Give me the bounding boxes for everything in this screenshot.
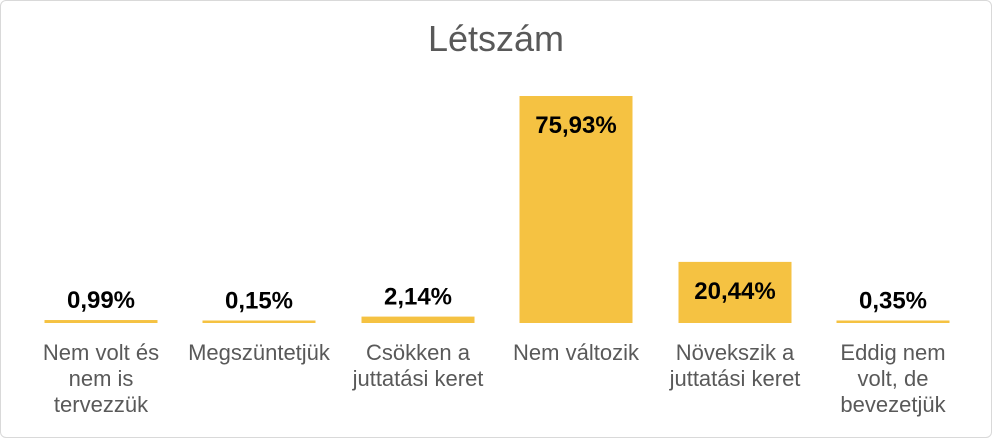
bar-5 (836, 320, 950, 323)
category-label-5-0: Eddig nem (840, 340, 945, 365)
category-label-0-2: tervezzük (54, 392, 149, 417)
data-label-0: 0,99% (67, 287, 135, 314)
bar-3 (519, 96, 633, 323)
data-label-4: 20,44% (694, 278, 775, 305)
category-label-4-1: juttatási keret (669, 366, 801, 391)
data-label-5: 0,35% (859, 288, 927, 315)
category-label-2-0: Csökken a (366, 340, 471, 365)
bar-2 (361, 316, 475, 323)
category-label-2-1: juttatási keret (352, 366, 484, 391)
bar-1 (202, 320, 316, 323)
category-label-5-1: volt, de (858, 366, 929, 391)
category-label-0-0: Nem volt és (43, 340, 159, 365)
category-label-4-0: Növekszik a (676, 340, 795, 365)
bar-0 (44, 320, 158, 323)
category-label-5-2: bevezetjük (840, 392, 946, 417)
chart-title: Létszám (427, 18, 565, 59)
category-label-1-0: Megszüntetjük (188, 340, 331, 365)
data-label-1: 0,15% (225, 288, 293, 315)
category-label-3-0: Nem változik (513, 340, 640, 365)
data-label-3: 75,93% (535, 112, 616, 139)
category-label-0-1: nem is (69, 366, 134, 391)
bar-4 (678, 261, 792, 323)
data-label-2: 2,14% (384, 284, 452, 311)
